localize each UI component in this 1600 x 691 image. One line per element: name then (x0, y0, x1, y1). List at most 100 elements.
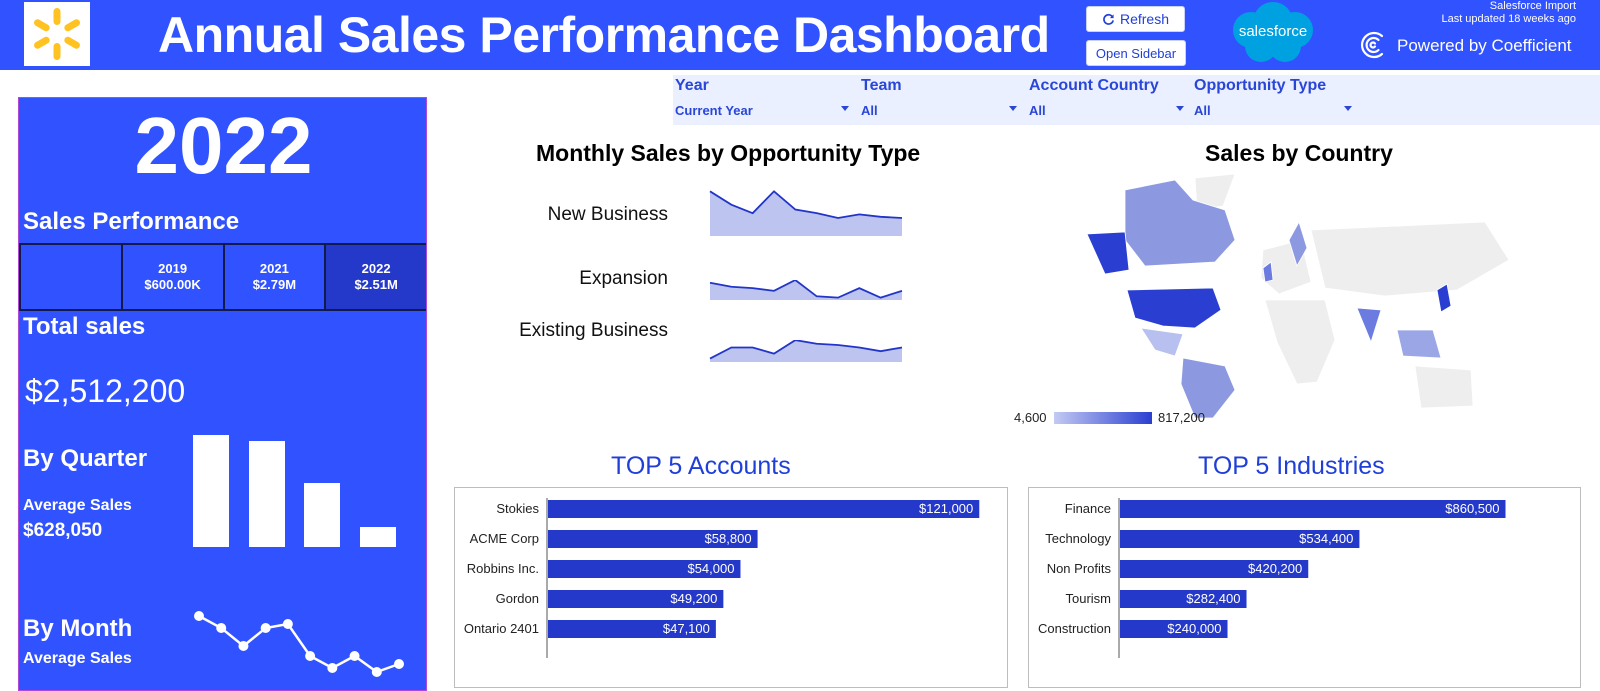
bar-value-label: $54,000 (687, 561, 734, 576)
performance-cell-current: 2022 $2.51M (326, 245, 426, 309)
map-region-africa[interactable] (1264, 299, 1336, 385)
salesforce-logo-text: salesforce (1239, 23, 1307, 40)
map-region-asia[interactable] (1310, 221, 1510, 297)
top-accounts-title: TOP 5 Accounts (611, 452, 791, 480)
month-point (394, 659, 404, 669)
coefficient-icon (1360, 31, 1384, 59)
filter-value: All (1194, 103, 1211, 118)
bar-value-label: $860,500 (1445, 501, 1499, 516)
bar-category-label: Non Profits (1047, 561, 1112, 576)
chevron-down-icon (1176, 106, 1184, 111)
bar-category-label: ACME Corp (470, 531, 539, 546)
bar (1120, 500, 1506, 518)
map-region-southeast-asia[interactable] (1396, 329, 1442, 359)
top-accounts-bar-chart: Stokies $121,000 ACME Corp $58,800 Robbins I… (464, 498, 980, 658)
bar-value-label: $282,400 (1186, 591, 1240, 606)
spark-label-new-business: New Business (547, 204, 668, 225)
bar (1120, 560, 1309, 578)
sparkline-line (709, 190, 903, 219)
header-bar: Annual Sales Performance Dashboard Refre… (0, 0, 1600, 70)
sparkline-area (710, 280, 902, 300)
performance-value: $600.00K (144, 277, 201, 292)
filter-opportunity-type[interactable]: Opportunity Type All (1192, 75, 1362, 125)
bar-category-label: Construction (1038, 621, 1111, 636)
bar (548, 560, 741, 578)
sparkline-line (709, 340, 903, 360)
monthly-sales-title: Monthly Sales by Opportunity Type (536, 140, 921, 166)
top-industries-chart-box: Finance $860,500 Technology $534,400 Non Pro… (1028, 487, 1581, 688)
legend-max-value: 817,200 (1158, 410, 1205, 425)
bar-value-label: $121,000 (919, 501, 973, 516)
bar-value-label: $58,800 (705, 531, 752, 546)
bar-value-label: $49,200 (670, 591, 717, 606)
filter-team[interactable]: Team All (859, 75, 1029, 125)
company-logo (24, 2, 90, 66)
open-sidebar-button[interactable]: Open Sidebar (1086, 40, 1186, 66)
sales-performance-label: Sales Performance (23, 208, 240, 235)
by-month-label: By Month (23, 615, 133, 642)
quarter-bar (304, 483, 340, 547)
map-region-usa[interactable] (1126, 287, 1222, 329)
map-region-scandinavia[interactable] (1288, 220, 1308, 268)
bar (548, 620, 716, 638)
bar-category-label: Stokies (496, 501, 539, 516)
total-sales-value: $2,512,200 (25, 373, 186, 409)
top-industries-title: TOP 5 Industries (1198, 452, 1385, 480)
map-region-greenland[interactable] (1194, 173, 1236, 211)
bar (1120, 620, 1228, 638)
map-region-mexico[interactable] (1140, 327, 1184, 357)
month-line-chart (194, 611, 404, 677)
performance-cell: 2021 $2.79M (225, 245, 327, 309)
quarter-bar (360, 527, 396, 547)
map-region-japan[interactable] (1436, 283, 1452, 313)
legend-gradient (1054, 412, 1152, 424)
filter-value: Current Year (675, 103, 753, 118)
month-line (198, 614, 400, 674)
map-region-canada[interactable] (1124, 179, 1236, 267)
map-region-india[interactable] (1356, 307, 1382, 344)
legend-min-value: 4,600 (1014, 410, 1047, 425)
sales-by-country-title: Sales by Country (1205, 140, 1393, 166)
page-title: Annual Sales Performance Dashboard (158, 7, 1050, 63)
spark-label-expansion: Expansion (579, 268, 668, 289)
spark-label-existing-business: Existing Business (519, 320, 668, 341)
filter-account-country[interactable]: Account Country All (1027, 75, 1197, 125)
sparkline-area (710, 340, 902, 362)
salesforce-logo: salesforce (1223, 0, 1323, 68)
refresh-label: Refresh (1119, 11, 1170, 27)
sparkline-expansion (709, 280, 903, 300)
bar-category-label: Ontario 2401 (464, 621, 539, 636)
month-average-label: Average Sales (23, 650, 132, 667)
map-region-alaska[interactable] (1086, 231, 1130, 275)
chevron-down-icon (1009, 106, 1017, 111)
performance-year: 2019 (158, 261, 188, 276)
filter-label: Year (675, 77, 709, 94)
chevron-down-icon (841, 106, 849, 111)
world-map[interactable] (1085, 170, 1515, 420)
month-point (194, 611, 204, 621)
month-point (371, 667, 382, 677)
performance-value: $2.51M (354, 277, 398, 292)
sparkline-existing-business (709, 340, 903, 362)
map-region-south-america[interactable] (1180, 357, 1236, 419)
month-point (327, 663, 338, 673)
powered-by-label: Powered by Coefficient (1397, 36, 1572, 55)
refresh-button[interactable]: Refresh (1086, 6, 1185, 32)
sparkline-new-business (709, 190, 903, 236)
bar-value-label: $240,000 (1167, 621, 1221, 636)
filter-year[interactable]: Year Current Year (673, 75, 849, 125)
month-point (349, 651, 360, 661)
sparkline-line (709, 280, 903, 299)
import-source-label: Salesforce Import (1489, 0, 1576, 12)
total-sales-label: Total sales (23, 313, 146, 340)
performance-table: 2019 $600.00K 2021 $2.79M 2022 $2.51M (19, 243, 426, 311)
bar-category-label: Finance (1065, 501, 1111, 516)
bar (548, 530, 758, 548)
open-sidebar-label: Open Sidebar (1095, 45, 1177, 61)
bar-category-label: Technology (1045, 531, 1111, 546)
last-updated-label: Last updated 18 weeks ago (1441, 13, 1576, 25)
map-region-uk[interactable] (1262, 261, 1274, 283)
map-region-australia[interactable] (1414, 365, 1474, 409)
refresh-icon (1103, 13, 1114, 25)
